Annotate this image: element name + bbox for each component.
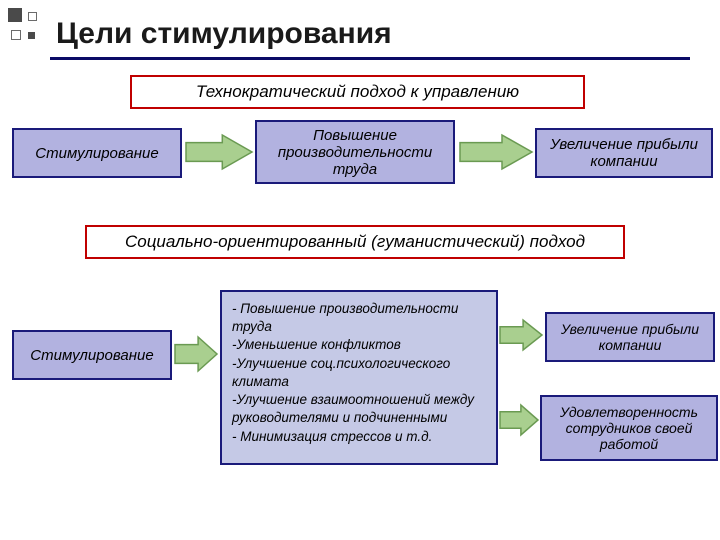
corner-decoration xyxy=(6,6,56,56)
approach1-out-label: Увеличение прибыли компании xyxy=(541,136,707,170)
approach1-stim-node: Стимулирование xyxy=(12,128,182,178)
page-title-box: Цели стимулирования xyxy=(50,10,690,60)
approach2-out2-node: Удовлетворенность сотрудников своей рабо… xyxy=(540,395,718,461)
list-item: -Уменьшение конфликтов xyxy=(232,336,486,354)
approach2-out2-label: Удовлетворенность сотрудников своей рабо… xyxy=(546,404,712,452)
approach2-header: Социально-ориентированный (гуманистическ… xyxy=(85,225,625,259)
list-item: -Улучшение соц.психологического климата xyxy=(232,355,486,391)
approach1-out-node: Увеличение прибыли компании xyxy=(535,128,713,178)
approach2-out1-label: Увеличение прибыли компании xyxy=(551,321,709,353)
approach2-out1-node: Увеличение прибыли компании xyxy=(545,312,715,362)
list-item: -Улучшение взаимоотношений между руковод… xyxy=(232,391,486,427)
approach1-label: Технократический подход к управлению xyxy=(196,82,519,102)
page-title: Цели стимулирования xyxy=(56,17,392,51)
arrow-icon xyxy=(460,135,532,169)
approach2-label: Социально-ориентированный (гуманистическ… xyxy=(125,232,585,252)
list-item: - Минимизация стрессов и т.д. xyxy=(232,428,486,446)
approach1-header: Технократический подход к управлению xyxy=(130,75,585,109)
approach2-mid-node: - Повышение производительности труда-Уме… xyxy=(220,290,498,465)
approach2-mid-list: - Повышение производительности труда-Уме… xyxy=(232,300,486,446)
list-item: - Повышение производительности труда xyxy=(232,300,486,336)
approach1-stim-label: Стимулирование xyxy=(35,145,158,162)
arrow-icon xyxy=(186,135,252,169)
arrow-icon xyxy=(500,405,538,435)
approach1-mid-label: Повышение производительности труда xyxy=(261,127,449,178)
arrow-icon xyxy=(175,337,217,371)
approach2-stim-label: Стимулирование xyxy=(30,347,153,364)
approach1-mid-node: Повышение производительности труда xyxy=(255,120,455,184)
approach2-stim-node: Стимулирование xyxy=(12,330,172,380)
arrow-icon xyxy=(500,320,542,350)
